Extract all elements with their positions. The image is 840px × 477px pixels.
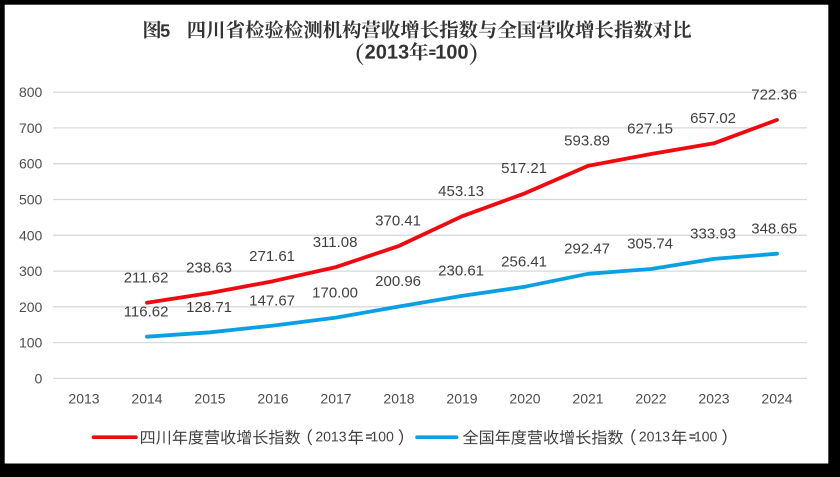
svg-text:800: 800 [19,84,43,100]
svg-text:116.62: 116.62 [124,303,169,320]
svg-text:2019: 2019 [446,391,477,407]
svg-text:2015: 2015 [194,391,225,407]
svg-text:593.89: 593.89 [564,133,610,150]
svg-text:170.00: 170.00 [312,284,358,301]
svg-text:500: 500 [19,192,43,208]
svg-text:100: 100 [19,335,43,351]
svg-text:517.21: 517.21 [501,160,547,177]
svg-text:2024: 2024 [761,391,792,407]
svg-text:271.61: 271.61 [249,248,295,265]
svg-text:2018: 2018 [383,391,414,407]
svg-text:230.61: 230.61 [438,263,484,280]
svg-text:600: 600 [19,156,43,172]
svg-text:2014: 2014 [131,391,162,407]
svg-text:211.62: 211.62 [124,269,169,286]
svg-text:370.41: 370.41 [375,213,421,230]
svg-text:333.93: 333.93 [690,226,736,243]
svg-text:311.08: 311.08 [313,234,358,251]
svg-text:2021: 2021 [572,391,603,407]
svg-text:627.15: 627.15 [627,121,673,138]
svg-text:256.41: 256.41 [501,253,547,270]
svg-text:200.96: 200.96 [375,273,421,290]
svg-text:722.36: 722.36 [751,87,797,104]
svg-text:2017: 2017 [320,391,351,407]
svg-text:300: 300 [19,263,43,279]
svg-text:657.02: 657.02 [690,110,736,127]
svg-text:700: 700 [19,120,43,136]
svg-text:238.63: 238.63 [186,260,232,277]
svg-text:453.13: 453.13 [438,183,484,200]
svg-text:2013: 2013 [68,391,99,407]
svg-text:2020: 2020 [509,391,540,407]
svg-text:292.47: 292.47 [564,241,610,258]
svg-text:348.65: 348.65 [751,220,797,237]
svg-text:200: 200 [19,299,43,315]
svg-text:128.71: 128.71 [186,299,232,316]
svg-text:2023: 2023 [698,391,729,407]
svg-text:400: 400 [19,227,43,243]
svg-text:0: 0 [35,370,43,386]
svg-text:147.67: 147.67 [249,292,295,309]
svg-text:2016: 2016 [257,391,288,407]
svg-text:305.74: 305.74 [627,236,673,253]
svg-text:2022: 2022 [635,391,666,407]
